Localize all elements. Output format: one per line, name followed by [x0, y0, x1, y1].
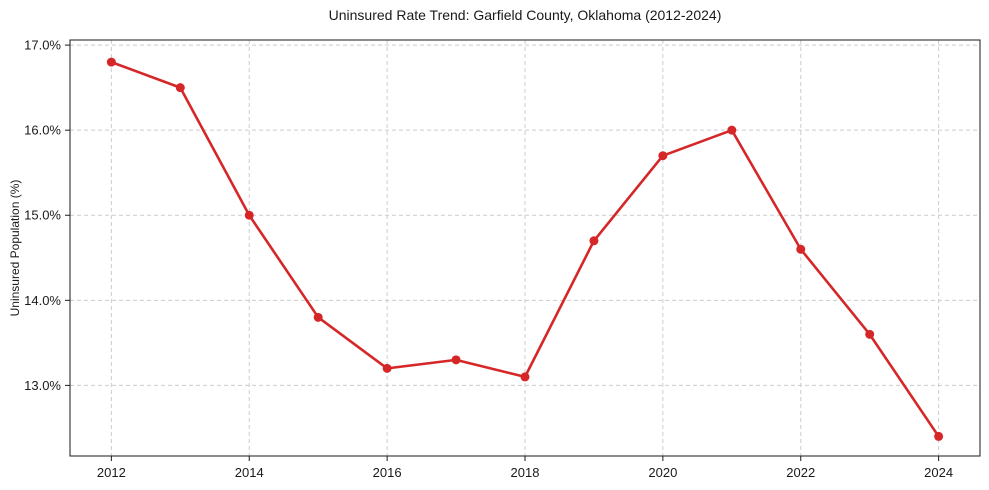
x-tick-label: 2018 — [511, 465, 540, 480]
x-tick-label: 2012 — [97, 465, 126, 480]
chart-title: Uninsured Rate Trend: Garfield County, O… — [328, 7, 722, 23]
data-point-marker — [520, 372, 530, 382]
data-point-marker — [589, 236, 599, 246]
y-axis-label: Uninsured Population (%) — [8, 179, 22, 317]
x-tick-label: 2024 — [924, 465, 953, 480]
y-tick-label: 17.0% — [24, 38, 61, 53]
data-point-marker — [865, 329, 875, 339]
data-point-marker — [796, 244, 806, 254]
data-point-marker — [175, 83, 185, 93]
y-tick-label: 13.0% — [24, 378, 61, 393]
data-point-marker — [727, 125, 737, 135]
x-tick-label: 2016 — [373, 465, 402, 480]
data-point-marker — [934, 431, 944, 441]
x-tick-label: 2014 — [235, 465, 264, 480]
data-point-marker — [313, 312, 323, 322]
data-point-marker — [382, 363, 392, 373]
x-tick-label: 2020 — [648, 465, 677, 480]
x-tick-label: 2022 — [786, 465, 815, 480]
data-point-marker — [244, 210, 254, 220]
y-tick-label: 16.0% — [24, 123, 61, 138]
data-point-marker — [106, 57, 116, 67]
data-point-marker — [451, 355, 461, 365]
data-point-marker — [658, 151, 668, 161]
y-tick-label: 15.0% — [24, 208, 61, 223]
y-tick-label: 14.0% — [24, 293, 61, 308]
